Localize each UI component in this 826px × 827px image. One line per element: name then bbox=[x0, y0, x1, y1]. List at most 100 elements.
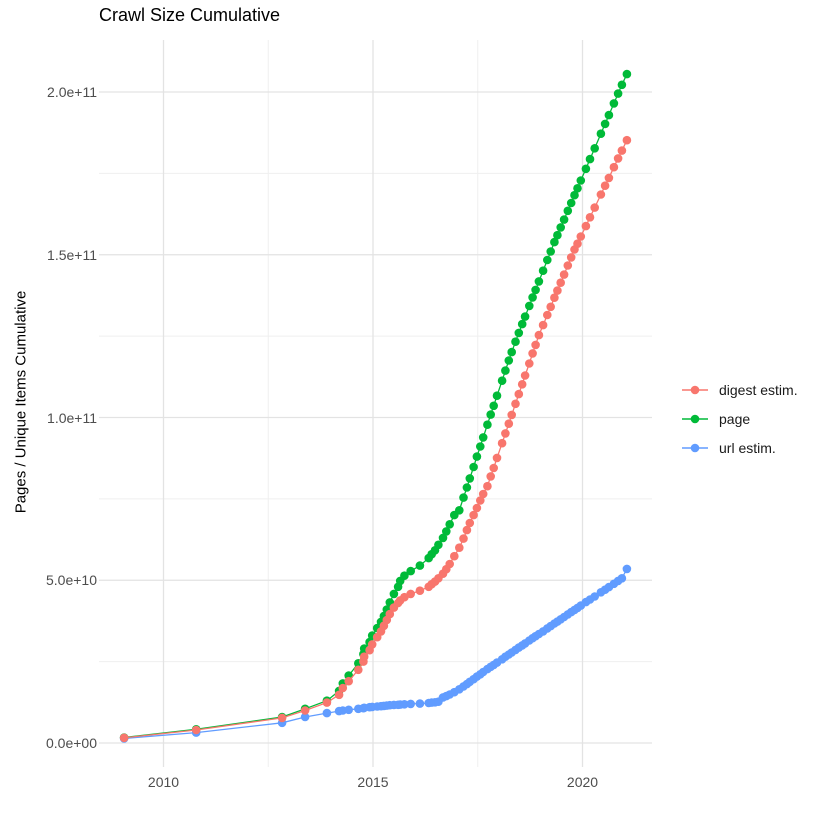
data-point-url-estim bbox=[400, 700, 409, 709]
data-point-page bbox=[525, 301, 534, 311]
y-tick-label: 1.5e+11 bbox=[47, 246, 97, 263]
data-point-digest-estim bbox=[507, 410, 516, 420]
data-point-digest-estim bbox=[344, 676, 354, 686]
data-point-digest-estim bbox=[465, 518, 475, 528]
data-point-digest-estim bbox=[119, 733, 129, 743]
data-point-digest-estim bbox=[553, 286, 562, 295]
data-point-digest-estim bbox=[354, 665, 363, 675]
legend-item-url-estim: url estim. bbox=[681, 438, 798, 458]
data-point-url-estim bbox=[344, 705, 354, 715]
data-point-digest-estim bbox=[576, 232, 586, 241]
data-point-page bbox=[507, 347, 516, 357]
data-point-page bbox=[550, 237, 559, 247]
data-point-page bbox=[528, 293, 537, 302]
data-point-digest-estim bbox=[517, 380, 527, 389]
data-point-digest-estim bbox=[566, 253, 576, 262]
data-point-page bbox=[585, 154, 595, 164]
chart-title: Crawl Size Cumulative bbox=[99, 5, 281, 25]
legend-item-digest-estim: digest estim. bbox=[681, 380, 798, 400]
y-tick-label: 0.0e+00 bbox=[46, 735, 97, 751]
data-point-digest-estim bbox=[406, 589, 416, 599]
data-point-digest-estim bbox=[543, 310, 552, 320]
data-point-page bbox=[622, 69, 632, 79]
data-point-page bbox=[543, 255, 552, 265]
data-point-page bbox=[553, 230, 562, 240]
data-point-page bbox=[504, 356, 514, 365]
data-point-digest-estim bbox=[538, 320, 548, 330]
data-point-digest-estim bbox=[469, 510, 478, 520]
data-point-page bbox=[531, 285, 540, 295]
legend: digest estim. page url estim. bbox=[681, 380, 798, 458]
data-point-page bbox=[492, 391, 502, 401]
data-point-page bbox=[415, 561, 425, 570]
data-point-digest-estim bbox=[600, 181, 610, 190]
data-point-digest-estim bbox=[520, 371, 530, 380]
data-point-page bbox=[400, 571, 409, 580]
data-point-page bbox=[573, 184, 582, 193]
data-point-page bbox=[442, 527, 451, 536]
data-point-page bbox=[581, 164, 591, 174]
data-point-page bbox=[445, 520, 455, 529]
x-tick-label: 2010 bbox=[147, 774, 180, 790]
data-point-page bbox=[613, 89, 623, 98]
data-point-page bbox=[596, 129, 606, 138]
legend-label: digest estim. bbox=[719, 382, 798, 398]
data-point-page bbox=[389, 589, 399, 599]
series-line-url-estim bbox=[124, 568, 628, 740]
data-point-page bbox=[486, 410, 496, 419]
data-point-page bbox=[566, 198, 576, 208]
data-point-digest-estim bbox=[528, 349, 537, 358]
data-point-page bbox=[538, 266, 548, 276]
data-point-page bbox=[478, 433, 488, 442]
y-tick-label: 5.0e+10 bbox=[46, 572, 97, 589]
data-point-digest-estim bbox=[559, 270, 569, 279]
data-point-page bbox=[517, 319, 527, 329]
data-point-digest-estim bbox=[459, 534, 468, 543]
data-point-digest-estim bbox=[334, 690, 344, 700]
data-point-digest-estim bbox=[613, 154, 623, 163]
data-point-page bbox=[455, 506, 464, 515]
legend-key-icon bbox=[682, 385, 708, 395]
data-point-digest-estim bbox=[546, 302, 555, 312]
data-point-digest-estim bbox=[486, 472, 496, 481]
data-point-page bbox=[576, 176, 586, 185]
data-point-digest-estim bbox=[385, 609, 395, 619]
data-point-page bbox=[511, 337, 520, 347]
data-point-digest-estim bbox=[455, 543, 464, 552]
data-point-page bbox=[617, 80, 627, 90]
legend-label: url estim. bbox=[719, 440, 776, 456]
data-point-url-estim bbox=[415, 699, 425, 708]
data-point-url-estim bbox=[617, 574, 627, 583]
data-point-digest-estim bbox=[300, 706, 310, 715]
data-point-url-estim bbox=[406, 699, 416, 709]
legend-label: page bbox=[719, 411, 751, 427]
series-line-digest-estim bbox=[124, 139, 628, 739]
data-point-page bbox=[462, 483, 472, 492]
x-tick-label: 2020 bbox=[566, 774, 599, 790]
data-point-page bbox=[406, 566, 416, 576]
data-point-page bbox=[559, 215, 569, 224]
data-point-page bbox=[472, 452, 482, 461]
data-point-digest-estim bbox=[609, 162, 619, 172]
data-point-digest-estim bbox=[400, 592, 409, 602]
data-point-page bbox=[489, 401, 499, 411]
data-point-page bbox=[483, 420, 492, 430]
data-point-url-estim bbox=[300, 712, 310, 722]
data-point-digest-estim bbox=[531, 340, 540, 350]
data-point-page bbox=[520, 312, 530, 321]
data-point-page bbox=[501, 366, 510, 375]
data-point-digest-estim bbox=[504, 419, 514, 429]
data-point-page bbox=[476, 442, 485, 451]
data-point-digest-estim bbox=[581, 221, 591, 231]
data-point-digest-estim bbox=[622, 135, 632, 145]
legend-item-page: page bbox=[681, 409, 798, 429]
data-point-digest-estim bbox=[277, 713, 287, 723]
data-point-page bbox=[590, 144, 599, 153]
legend-key-dot bbox=[690, 414, 700, 424]
data-point-digest-estim bbox=[501, 429, 510, 438]
data-point-url-estim bbox=[590, 592, 599, 601]
data-point-page bbox=[459, 493, 468, 502]
data-point-digest-estim bbox=[415, 586, 425, 595]
data-point-page bbox=[438, 533, 448, 543]
